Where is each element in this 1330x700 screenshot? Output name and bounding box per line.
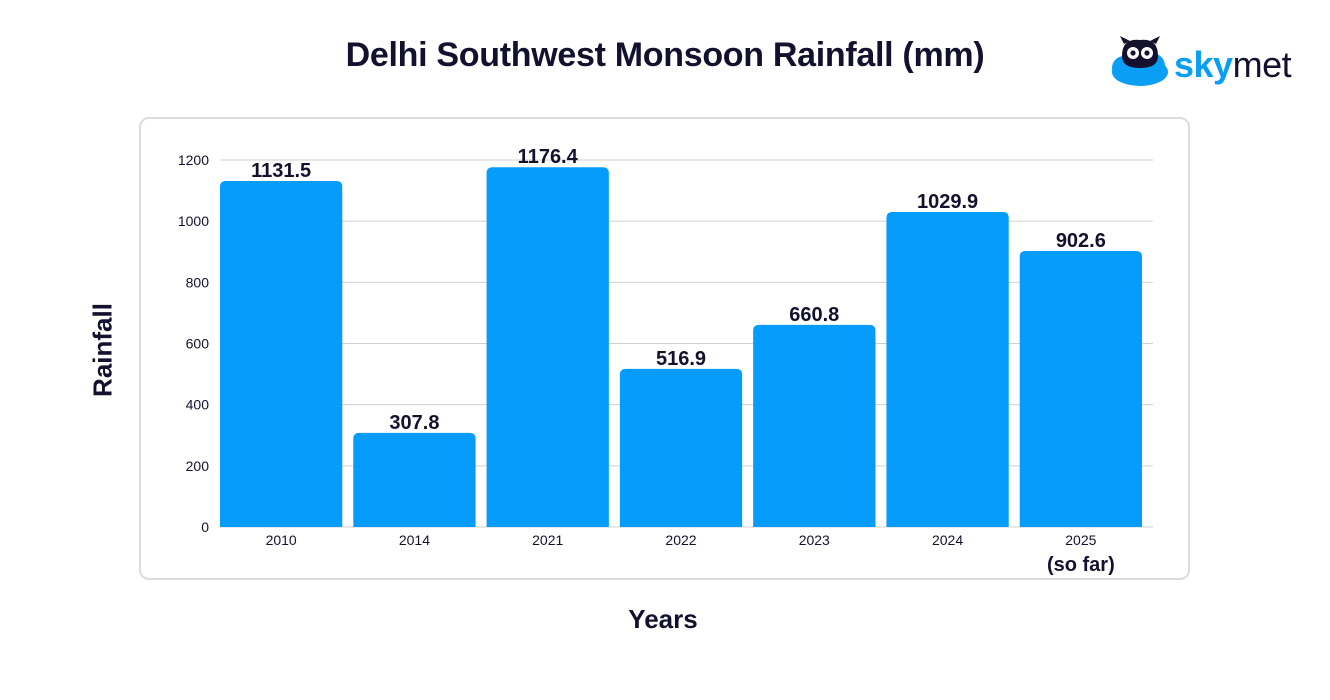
bar <box>753 324 876 527</box>
x-tick-label: (so far) <box>1047 554 1115 576</box>
bar <box>886 212 1009 527</box>
owl-cloud-icon <box>1112 36 1168 86</box>
data-label: 1029.9 <box>917 191 978 213</box>
bar <box>1019 250 1142 527</box>
y-tick-label: 800 <box>186 274 210 290</box>
x-tick-label: 2022 <box>665 532 696 548</box>
bar <box>619 368 743 527</box>
y-tick-label: 1200 <box>178 152 209 168</box>
data-label: 307.8 <box>389 412 439 434</box>
y-tick-label: 1000 <box>178 213 209 229</box>
y-axis-label: Rainfall <box>87 303 118 397</box>
y-tick-label: 400 <box>186 397 210 413</box>
x-tick-label: 2023 <box>799 532 830 548</box>
x-axis-label: Years <box>628 604 698 634</box>
x-tick-label: 2024 <box>932 532 963 548</box>
x-tick-label: 2021 <box>532 532 563 548</box>
x-tick-label: 2025 <box>1065 532 1096 548</box>
chart-title: Delhi Southwest Monsoon Rainfall (mm) <box>345 36 985 74</box>
skymet-logo: skymet <box>1108 36 1308 92</box>
y-tick-label: 600 <box>186 336 210 352</box>
data-label: 902.6 <box>1056 230 1106 252</box>
logo-met-text: met <box>1232 44 1292 85</box>
skymet-wordmark: skymet <box>1174 44 1292 86</box>
bar <box>353 432 476 527</box>
data-label: 516.9 <box>656 348 706 370</box>
data-label: 1131.5 <box>251 160 311 182</box>
x-tick-label: 2014 <box>399 532 430 548</box>
bar <box>486 167 609 528</box>
data-label: 660.8 <box>789 304 839 326</box>
logo-sky-text: sky <box>1174 44 1233 85</box>
y-tick-label: 0 <box>201 519 209 535</box>
bar <box>220 180 343 527</box>
data-label: 1176.4 <box>518 146 579 168</box>
y-tick-label: 200 <box>186 458 210 474</box>
x-tick-label: 2010 <box>266 532 297 548</box>
